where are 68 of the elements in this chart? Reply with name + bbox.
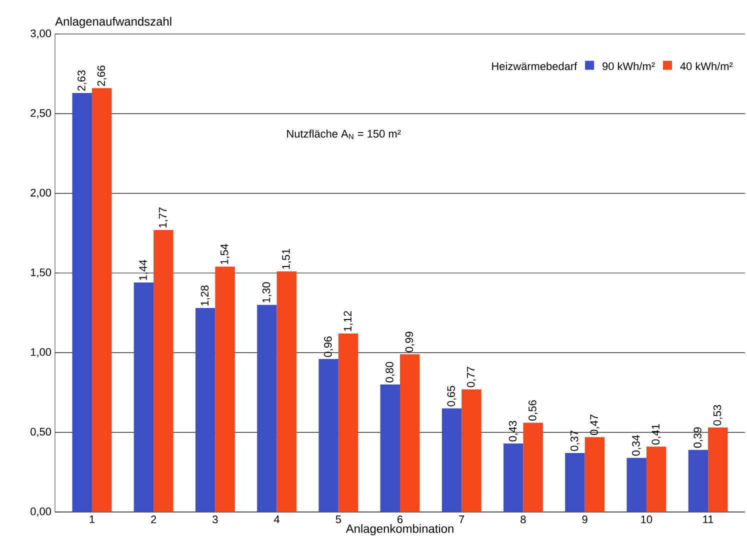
data-label: 0,34 [632, 435, 642, 456]
data-label: 0,99 [405, 332, 414, 352]
bar [646, 446, 666, 512]
data-label: 0,41 [652, 424, 661, 445]
legend-title: Heizwärmebedarf [492, 62, 578, 70]
bar [462, 389, 482, 512]
bar [400, 354, 420, 512]
data-label: 0,77 [466, 366, 476, 388]
x-tick-label: 6 [398, 516, 403, 524]
x-tick-label: 4 [274, 516, 280, 524]
bar [215, 266, 235, 512]
y-tick-label: 3,00 [30, 29, 52, 39]
x-tick-label: 5 [336, 516, 341, 524]
y-tick-label: 1,50 [30, 268, 52, 278]
bar [523, 422, 543, 512]
bar [380, 384, 400, 512]
x-tick-label: 9 [582, 516, 588, 524]
data-label: 0,53 [713, 405, 722, 426]
legend-label: 90 kWh/m² [602, 62, 655, 70]
bar [504, 443, 524, 512]
data-label: 0,47 [590, 414, 600, 435]
data-label: 0,65 [447, 386, 456, 406]
legend-label: 40 kWh/m² [680, 62, 733, 70]
x-tick-label: 10 [641, 516, 652, 524]
bar [688, 450, 708, 512]
data-label: 1,44 [139, 260, 148, 280]
data-label: 0,39 [694, 427, 703, 448]
x-tick-label: 2 [151, 516, 156, 524]
data-label: 1,51 [282, 248, 292, 269]
y-tick-label: 0,00 [30, 507, 52, 517]
data-label: 0,80 [386, 362, 395, 382]
x-tick-label: 3 [212, 516, 218, 524]
y-tick-label: 2,50 [30, 109, 52, 118]
data-label: 0,56 [528, 400, 538, 421]
bar [626, 458, 646, 512]
data-label: 2,63 [78, 70, 87, 91]
data-label: 2,66 [97, 66, 106, 86]
x-axis-title: Anlagenkombination [346, 524, 454, 536]
data-label: 1,12 [344, 311, 353, 332]
data-label: 0,43 [508, 420, 518, 442]
annotation: Nutzfläche A$_{N}$ = 150 m² [287, 130, 401, 140]
data-label: 1,30 [262, 282, 272, 302]
bar [92, 88, 112, 512]
y-tick-label: 0,50 [30, 428, 52, 437]
data-label: 1,54 [220, 244, 230, 264]
bar [565, 453, 585, 512]
x-tick-label: 7 [459, 516, 464, 524]
data-label: 0,96 [324, 336, 334, 357]
data-label: 1,28 [200, 286, 210, 306]
bar [134, 282, 154, 512]
data-label: 1,77 [158, 208, 168, 228]
y-tick-label: 1,00 [30, 348, 52, 358]
bar [257, 304, 277, 512]
bar [318, 359, 338, 512]
x-tick-label: 1 [90, 516, 94, 524]
y-tick-label: 2,00 [30, 188, 52, 198]
x-tick-label: 8 [520, 516, 526, 524]
bar [708, 428, 728, 512]
bar [584, 437, 605, 512]
bar [276, 271, 297, 512]
x-tick-label: 11 [703, 516, 714, 524]
bar [442, 408, 462, 512]
bar [72, 92, 92, 512]
y-axis-title: Anlagenaufwandszahl [55, 16, 172, 28]
bar [338, 334, 358, 512]
bar [154, 230, 174, 512]
data-label: 0,37 [570, 430, 580, 451]
bar [195, 308, 216, 512]
